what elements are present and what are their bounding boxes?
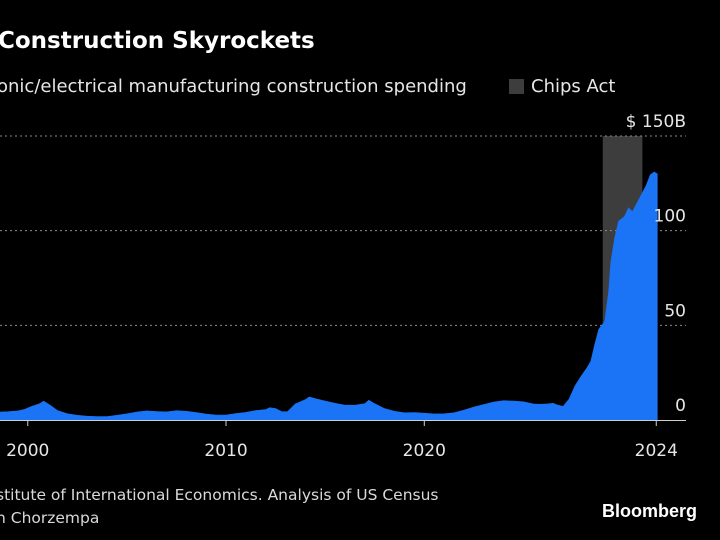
legend-item-spending: onic/electrical manufacturing constructi… [0, 76, 467, 97]
y-tick-label-150: $ 150B [626, 112, 686, 132]
legend-series-label: onic/electrical manufacturing constructi… [0, 76, 467, 97]
legend-swatch-chips-act [509, 79, 524, 94]
y-tick-label-50: 50 [664, 301, 686, 321]
y-tick-label-0: 0 [675, 396, 686, 416]
legend-item-chips-act: Chips Act [509, 76, 615, 97]
x-tick-label-2024: 2024 [635, 441, 678, 461]
source-line-2: n Chorzempa [0, 509, 100, 527]
series-area-spending [0, 171, 658, 421]
bloomberg-logo: Bloomberg [601, 501, 697, 521]
source-line-1: stitute of International Economics. Anal… [0, 486, 439, 504]
source-note: stitute of International Economics. Anal… [0, 484, 439, 530]
x-tick-label-2010: 2010 [204, 441, 247, 461]
y-tick-label-100: 100 [654, 207, 686, 227]
chart-title: Construction Skyrockets [0, 28, 315, 54]
legend-shade-label: Chips Act [531, 76, 616, 97]
x-tick-label-2000: 2000 [6, 441, 49, 461]
x-tick-label-2020: 2020 [403, 441, 446, 461]
